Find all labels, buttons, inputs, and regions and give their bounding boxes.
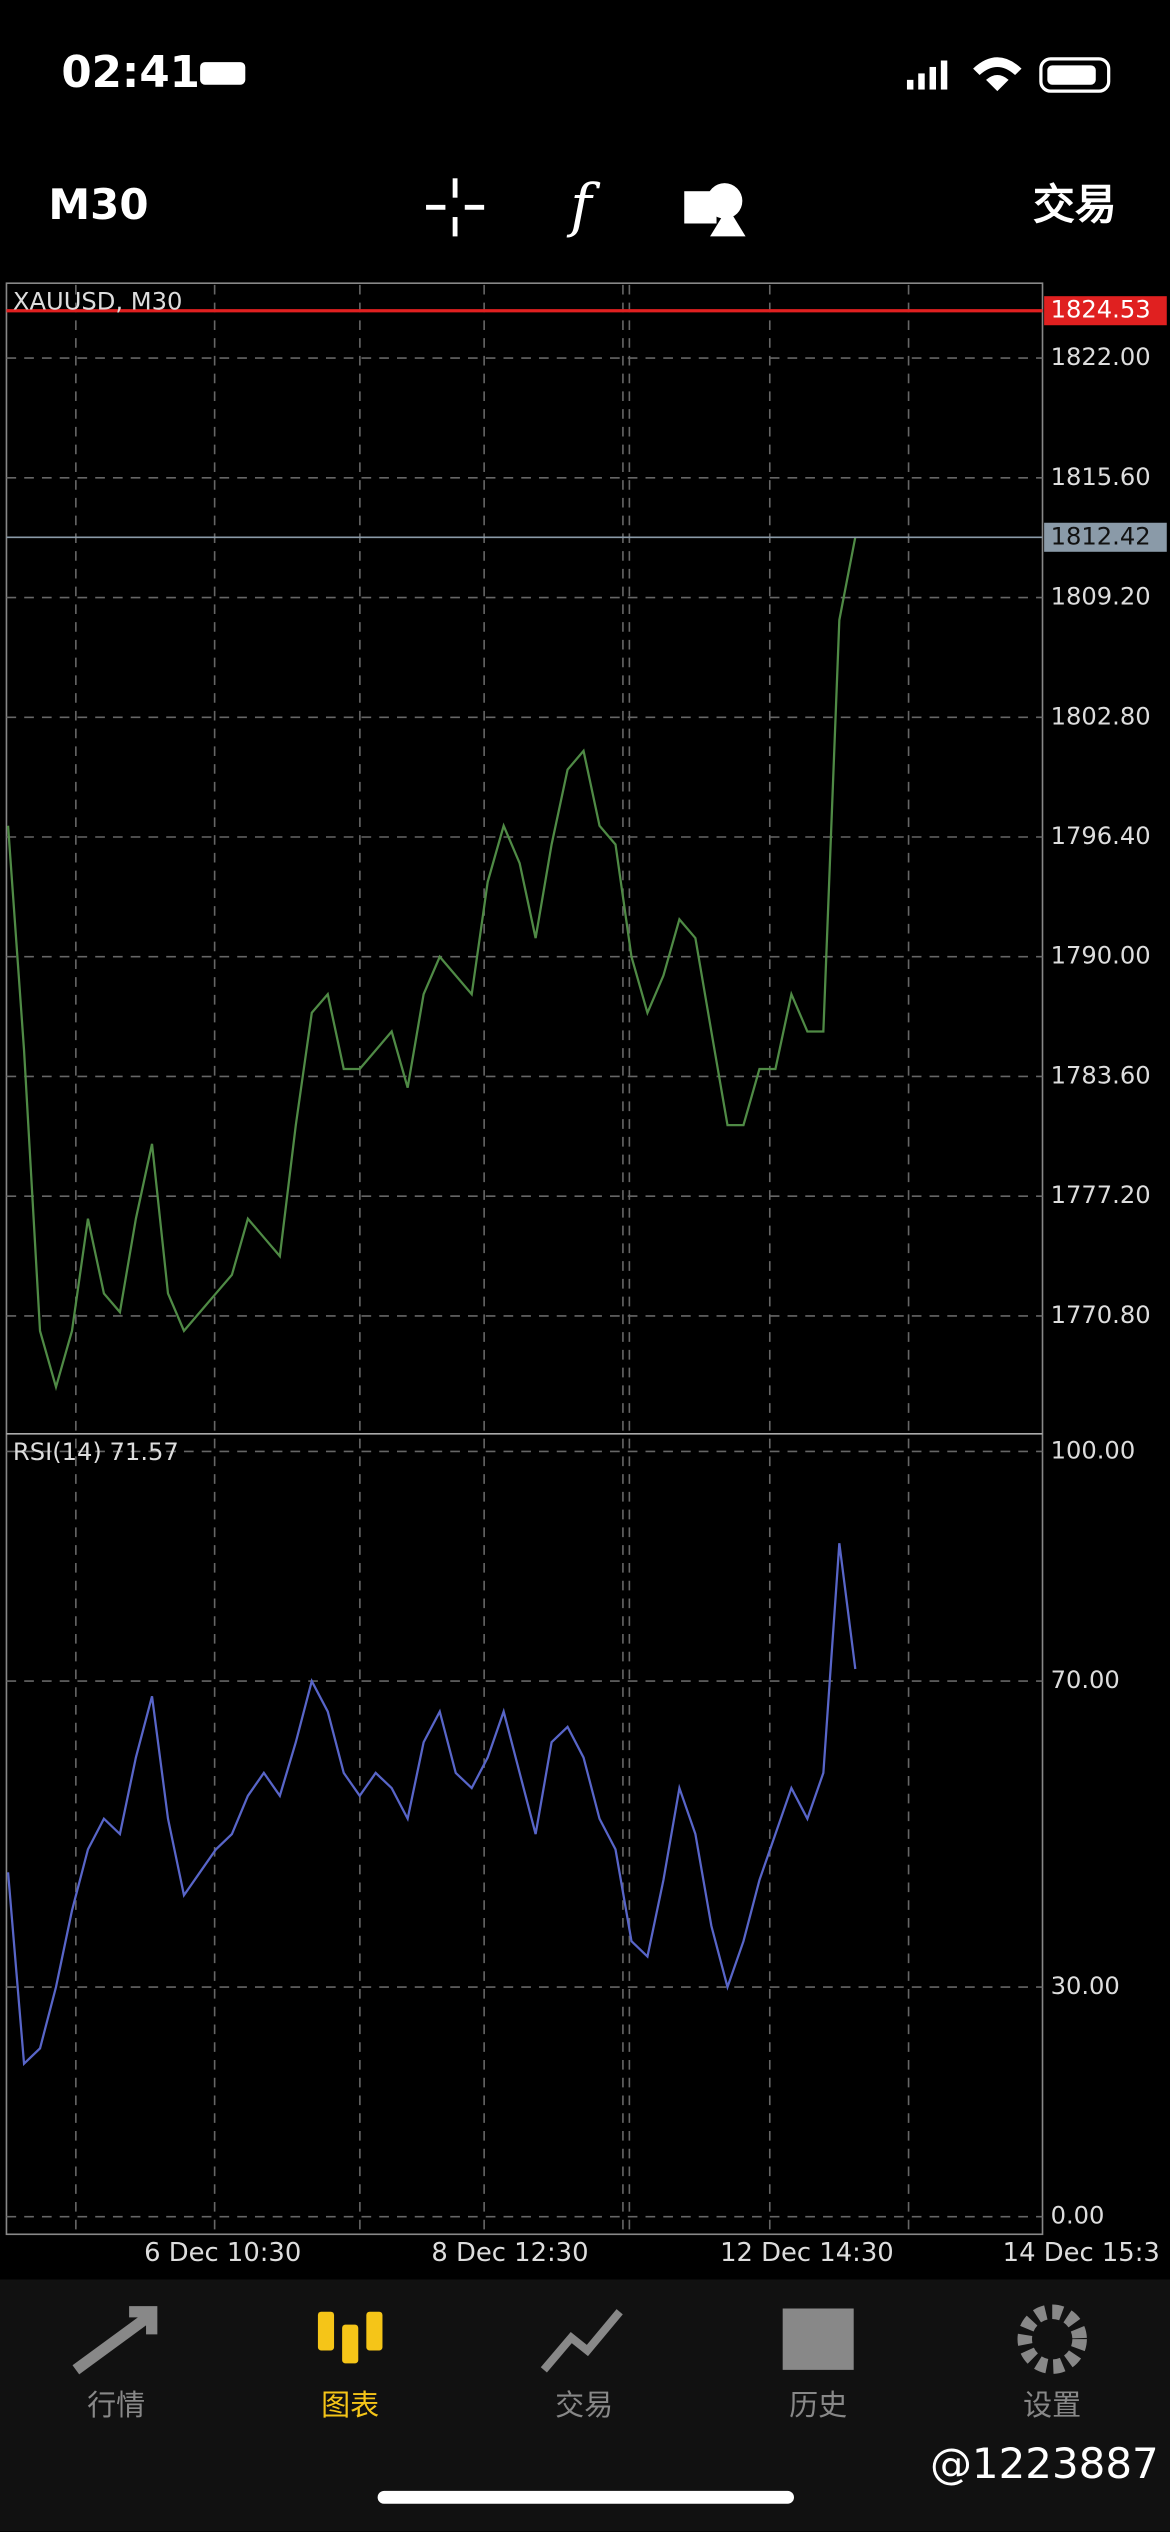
- status-time: 02:41: [61, 48, 200, 98]
- status-icons: [200, 57, 1111, 93]
- x-tick-label: 6 Dec 10:30: [144, 2238, 301, 2268]
- tab-icon: [1017, 2304, 1087, 2374]
- y-tick-label: 1815.60: [1051, 463, 1151, 491]
- tab[interactable]: 设置: [1017, 2304, 1087, 2422]
- tab-label: 行情: [87, 2388, 145, 2422]
- y-tick-label: 1809.20: [1051, 583, 1151, 611]
- panel-title: RSI(14) 71.57: [13, 1438, 179, 1466]
- x-tick-label: 14 Dec 15:3: [1003, 2238, 1160, 2268]
- x-tick-label: 8 Dec 12:30: [431, 2238, 588, 2268]
- plots: 1822.00 1815.60 1809.20 1802.80 1796.40 1790.…: [6, 288, 1167, 2268]
- tab[interactable]: 图表: [317, 2311, 383, 2422]
- price-label-box: [1044, 296, 1167, 326]
- vertical-grid: [75, 284, 910, 2235]
- tab-label: 设置: [1023, 2388, 1081, 2422]
- tab[interactable]: 行情: [72, 2306, 158, 2422]
- y-tick-label: 1796.40: [1051, 822, 1151, 850]
- y-tick-label: 0.00: [1051, 2202, 1105, 2230]
- y-tick-label: 1822.00: [1051, 343, 1151, 371]
- tab[interactable]: 历史: [782, 2308, 854, 2422]
- watermark: @1223887: [930, 2439, 1159, 2488]
- home-indicator: [377, 2490, 794, 2504]
- tabs: 行情 图表 交易 历史 设置: [72, 2304, 1087, 2422]
- y-tick-label: 70.00: [1051, 1666, 1120, 1694]
- tab-label: 交易: [555, 2388, 613, 2422]
- y-tick-label: 30.00: [1051, 1972, 1120, 2000]
- tab-label: 图表: [321, 2388, 379, 2422]
- data-line: [6, 1543, 857, 2067]
- crosshair-button[interactable]: [426, 178, 485, 237]
- tab-icon: [540, 2309, 623, 2373]
- tab[interactable]: 交易: [540, 2309, 623, 2422]
- y-tick-label: 1790.00: [1051, 942, 1151, 970]
- price-label: 1824.53: [1051, 296, 1151, 324]
- chart-frame: [5, 282, 1044, 2236]
- objects-button[interactable]: [684, 183, 746, 237]
- tab-label: 历史: [789, 2388, 847, 2422]
- y-tick-label: 1777.20: [1051, 1181, 1151, 1209]
- price-label-box: [1044, 522, 1167, 552]
- price-label: 1812.42: [1051, 522, 1151, 550]
- tab-icon: [782, 2308, 854, 2370]
- data-line: [6, 536, 857, 1392]
- tab-icon: [317, 2311, 335, 2351]
- timeframe-button[interactable]: M30: [48, 180, 148, 229]
- trade-button[interactable]: 交易: [1033, 180, 1117, 229]
- panel-title: XAUUSD, M30: [13, 288, 183, 316]
- x-tick-label: 12 Dec 14:30: [720, 2238, 894, 2268]
- y-tick-label: 100.00: [1051, 1436, 1136, 1464]
- y-tick-label: 1770.80: [1051, 1301, 1151, 1329]
- tab-icon: [366, 2311, 383, 2351]
- tab-bar: [0, 2279, 1170, 2532]
- tab-icon: [72, 2306, 158, 2375]
- y-tick-label: 1783.60: [1051, 1061, 1151, 1089]
- y-tick-label: 1802.80: [1051, 702, 1151, 730]
- tab-icon: [342, 2324, 359, 2364]
